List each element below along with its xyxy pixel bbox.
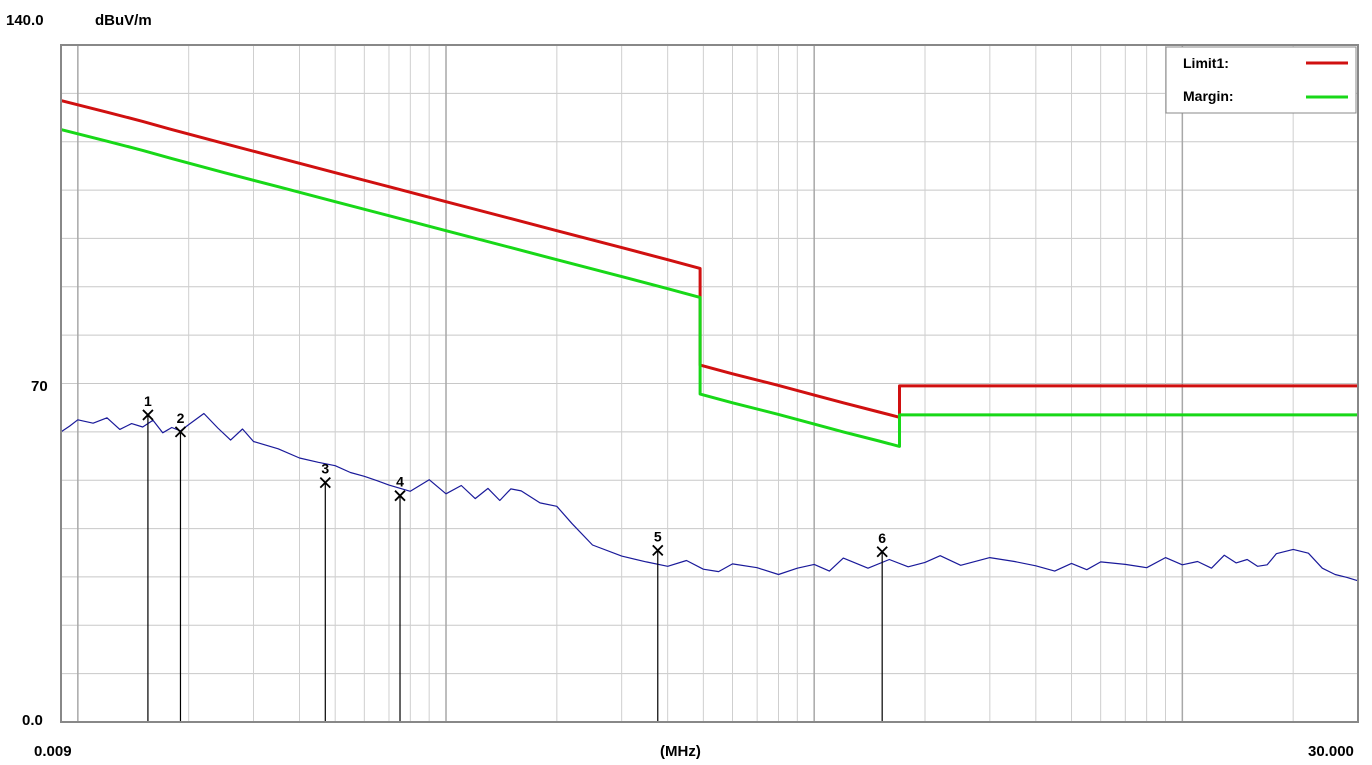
marker-label: 5 bbox=[654, 528, 662, 544]
marker-label: 1 bbox=[144, 393, 152, 409]
plot-frame bbox=[60, 44, 1359, 723]
y-tick-label-mid: 70 bbox=[31, 378, 48, 395]
y-tick-label-min: 0.0 bbox=[22, 712, 43, 729]
marker-x-icon bbox=[174, 426, 187, 438]
marker-label: 2 bbox=[177, 410, 185, 426]
marker-label: 4 bbox=[396, 474, 404, 490]
grid bbox=[60, 45, 1358, 722]
marker-x-icon bbox=[876, 546, 888, 558]
x-tick-label-max: 30.000 bbox=[1308, 743, 1354, 760]
marker-label: 6 bbox=[878, 530, 886, 546]
series-line-limit bbox=[60, 99, 1358, 419]
legend-box bbox=[1165, 46, 1357, 114]
marker-x-icon bbox=[319, 476, 331, 489]
marker-layer: 1 2 3 4 5 6 bbox=[142, 393, 888, 722]
series-line-margin bbox=[60, 128, 1358, 448]
marker-x-icon bbox=[142, 409, 154, 421]
x-tick-label-min: 0.009 bbox=[34, 743, 72, 760]
x-unit-label: (MHz) bbox=[660, 743, 701, 760]
series-line-measurement bbox=[60, 412, 1359, 582]
legend-label-limit: Limit1: bbox=[1183, 55, 1229, 71]
marker-label: 3 bbox=[321, 461, 329, 477]
marker-x-icon bbox=[394, 490, 406, 502]
y-unit-label: dBuV/m bbox=[95, 12, 152, 29]
legend: Limit1: Margin: bbox=[1165, 46, 1357, 114]
y-tick-label-max: 140.0 bbox=[6, 12, 44, 29]
marker-x-icon bbox=[652, 544, 664, 556]
legend-label-margin: Margin: bbox=[1183, 88, 1234, 104]
series-layer bbox=[60, 99, 1359, 582]
